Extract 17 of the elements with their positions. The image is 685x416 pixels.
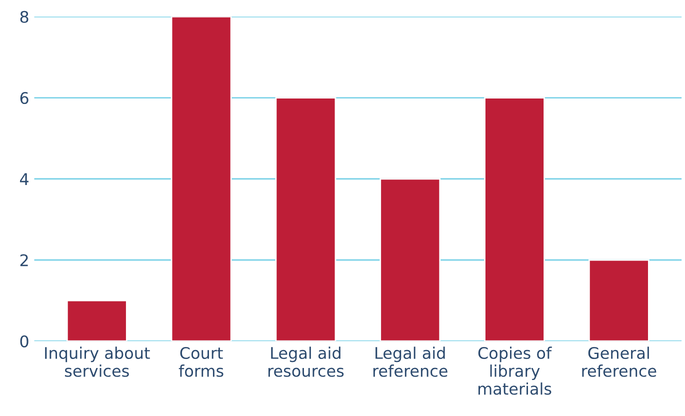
bar — [66, 300, 128, 342]
y-tick-label: 6 — [20, 92, 28, 104]
bar — [588, 259, 650, 342]
x-tick-label: General reference — [582, 346, 656, 377]
bar — [170, 16, 232, 342]
y-tick-label: 8 — [20, 10, 28, 23]
x-tick-label: Legal aid reference — [373, 346, 448, 377]
bar — [275, 97, 336, 342]
y-tick-label: 2 — [20, 254, 28, 266]
bar — [380, 178, 441, 342]
x-tick-label: Legal aid resources — [268, 346, 344, 377]
x-tick-label: Copies of library materials — [478, 346, 552, 395]
y-tick-label: 4 — [20, 173, 28, 185]
y-tick-label: 0 — [20, 335, 28, 348]
x-tick-label: Court forms — [178, 346, 224, 377]
x-tick-label: Inquiry about services — [45, 346, 150, 377]
bar — [484, 97, 545, 342]
